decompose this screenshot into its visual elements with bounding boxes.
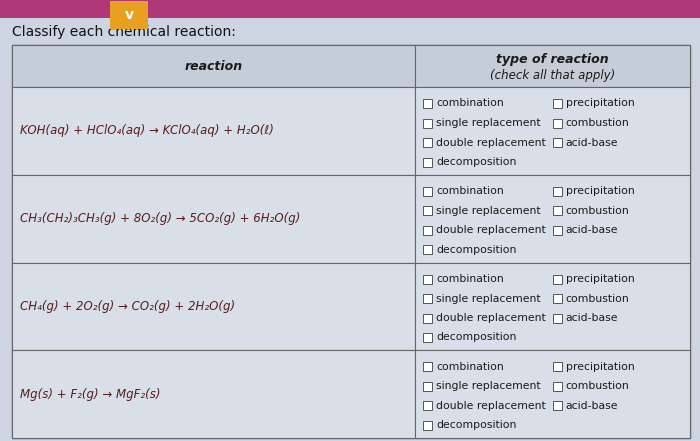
- Text: CH₃(CH₂)₃CH₃(g) + 8O₂(g) → 5CO₂(g) + 6H₂O(g): CH₃(CH₂)₃CH₃(g) + 8O₂(g) → 5CO₂(g) + 6H₂…: [20, 212, 300, 225]
- Bar: [424, 362, 433, 371]
- Text: combination: combination: [436, 98, 504, 108]
- Text: KOH(aq) + HClO₄(aq) → KClO₄(aq) + H₂O(ℓ): KOH(aq) + HClO₄(aq) → KClO₄(aq) + H₂O(ℓ): [20, 124, 274, 138]
- Bar: [424, 382, 433, 391]
- Text: precipitation: precipitation: [566, 186, 634, 196]
- Bar: [553, 382, 561, 391]
- Bar: [424, 206, 433, 215]
- Bar: [424, 138, 433, 147]
- Text: decomposition: decomposition: [436, 157, 517, 167]
- Text: double replacement: double replacement: [436, 401, 546, 411]
- Bar: [553, 226, 561, 235]
- Bar: [553, 314, 561, 322]
- Bar: [12, 262, 415, 350]
- Text: single replacement: single replacement: [436, 206, 541, 216]
- Bar: [424, 401, 433, 410]
- Text: acid-base: acid-base: [566, 401, 618, 411]
- Bar: [12, 45, 415, 87]
- Text: double replacement: double replacement: [436, 225, 546, 235]
- Bar: [415, 350, 690, 438]
- Bar: [424, 99, 433, 108]
- Text: v: v: [125, 8, 134, 22]
- Text: double replacement: double replacement: [436, 138, 546, 147]
- Bar: [553, 294, 561, 303]
- Text: (check all that apply): (check all that apply): [490, 68, 615, 82]
- Bar: [424, 157, 433, 167]
- Bar: [553, 138, 561, 147]
- Text: decomposition: decomposition: [436, 420, 517, 430]
- Text: acid-base: acid-base: [566, 138, 618, 147]
- Bar: [553, 206, 561, 215]
- Text: acid-base: acid-base: [566, 225, 618, 235]
- Bar: [415, 45, 690, 87]
- Bar: [0, 0, 700, 18]
- Text: acid-base: acid-base: [566, 313, 618, 323]
- Bar: [12, 350, 415, 438]
- Text: single replacement: single replacement: [436, 294, 541, 303]
- Text: combination: combination: [436, 362, 504, 372]
- Bar: [12, 175, 415, 262]
- Bar: [110, 1, 148, 29]
- Bar: [424, 314, 433, 322]
- Text: double replacement: double replacement: [436, 313, 546, 323]
- Bar: [553, 362, 561, 371]
- Bar: [424, 333, 433, 342]
- Text: combustion: combustion: [566, 206, 629, 216]
- Bar: [12, 87, 415, 175]
- Bar: [553, 99, 561, 108]
- Bar: [553, 187, 561, 196]
- Text: precipitation: precipitation: [566, 98, 634, 108]
- Text: combination: combination: [436, 186, 504, 196]
- Bar: [415, 87, 690, 175]
- Text: precipitation: precipitation: [566, 274, 634, 284]
- Text: reaction: reaction: [185, 60, 243, 72]
- Text: decomposition: decomposition: [436, 245, 517, 255]
- Text: combustion: combustion: [566, 118, 629, 128]
- Bar: [553, 401, 561, 410]
- Text: combustion: combustion: [566, 294, 629, 303]
- Bar: [424, 421, 433, 430]
- Text: precipitation: precipitation: [566, 362, 634, 372]
- Text: single replacement: single replacement: [436, 381, 541, 391]
- Text: decomposition: decomposition: [436, 333, 517, 343]
- Text: combustion: combustion: [566, 381, 629, 391]
- Text: Classify each chemical reaction:: Classify each chemical reaction:: [12, 25, 236, 39]
- Bar: [424, 187, 433, 196]
- Bar: [12, 45, 690, 438]
- Bar: [424, 226, 433, 235]
- Bar: [553, 119, 561, 127]
- Text: type of reaction: type of reaction: [496, 53, 609, 67]
- Bar: [424, 245, 433, 254]
- Bar: [424, 274, 433, 284]
- Bar: [553, 274, 561, 284]
- Bar: [415, 175, 690, 262]
- Bar: [424, 294, 433, 303]
- Bar: [424, 119, 433, 127]
- Text: Mg(s) + F₂(g) → MgF₂(s): Mg(s) + F₂(g) → MgF₂(s): [20, 388, 160, 400]
- Text: CH₄(g) + 2O₂(g) → CO₂(g) + 2H₂O(g): CH₄(g) + 2O₂(g) → CO₂(g) + 2H₂O(g): [20, 300, 235, 313]
- Text: combination: combination: [436, 274, 504, 284]
- Text: single replacement: single replacement: [436, 118, 541, 128]
- Bar: [415, 262, 690, 350]
